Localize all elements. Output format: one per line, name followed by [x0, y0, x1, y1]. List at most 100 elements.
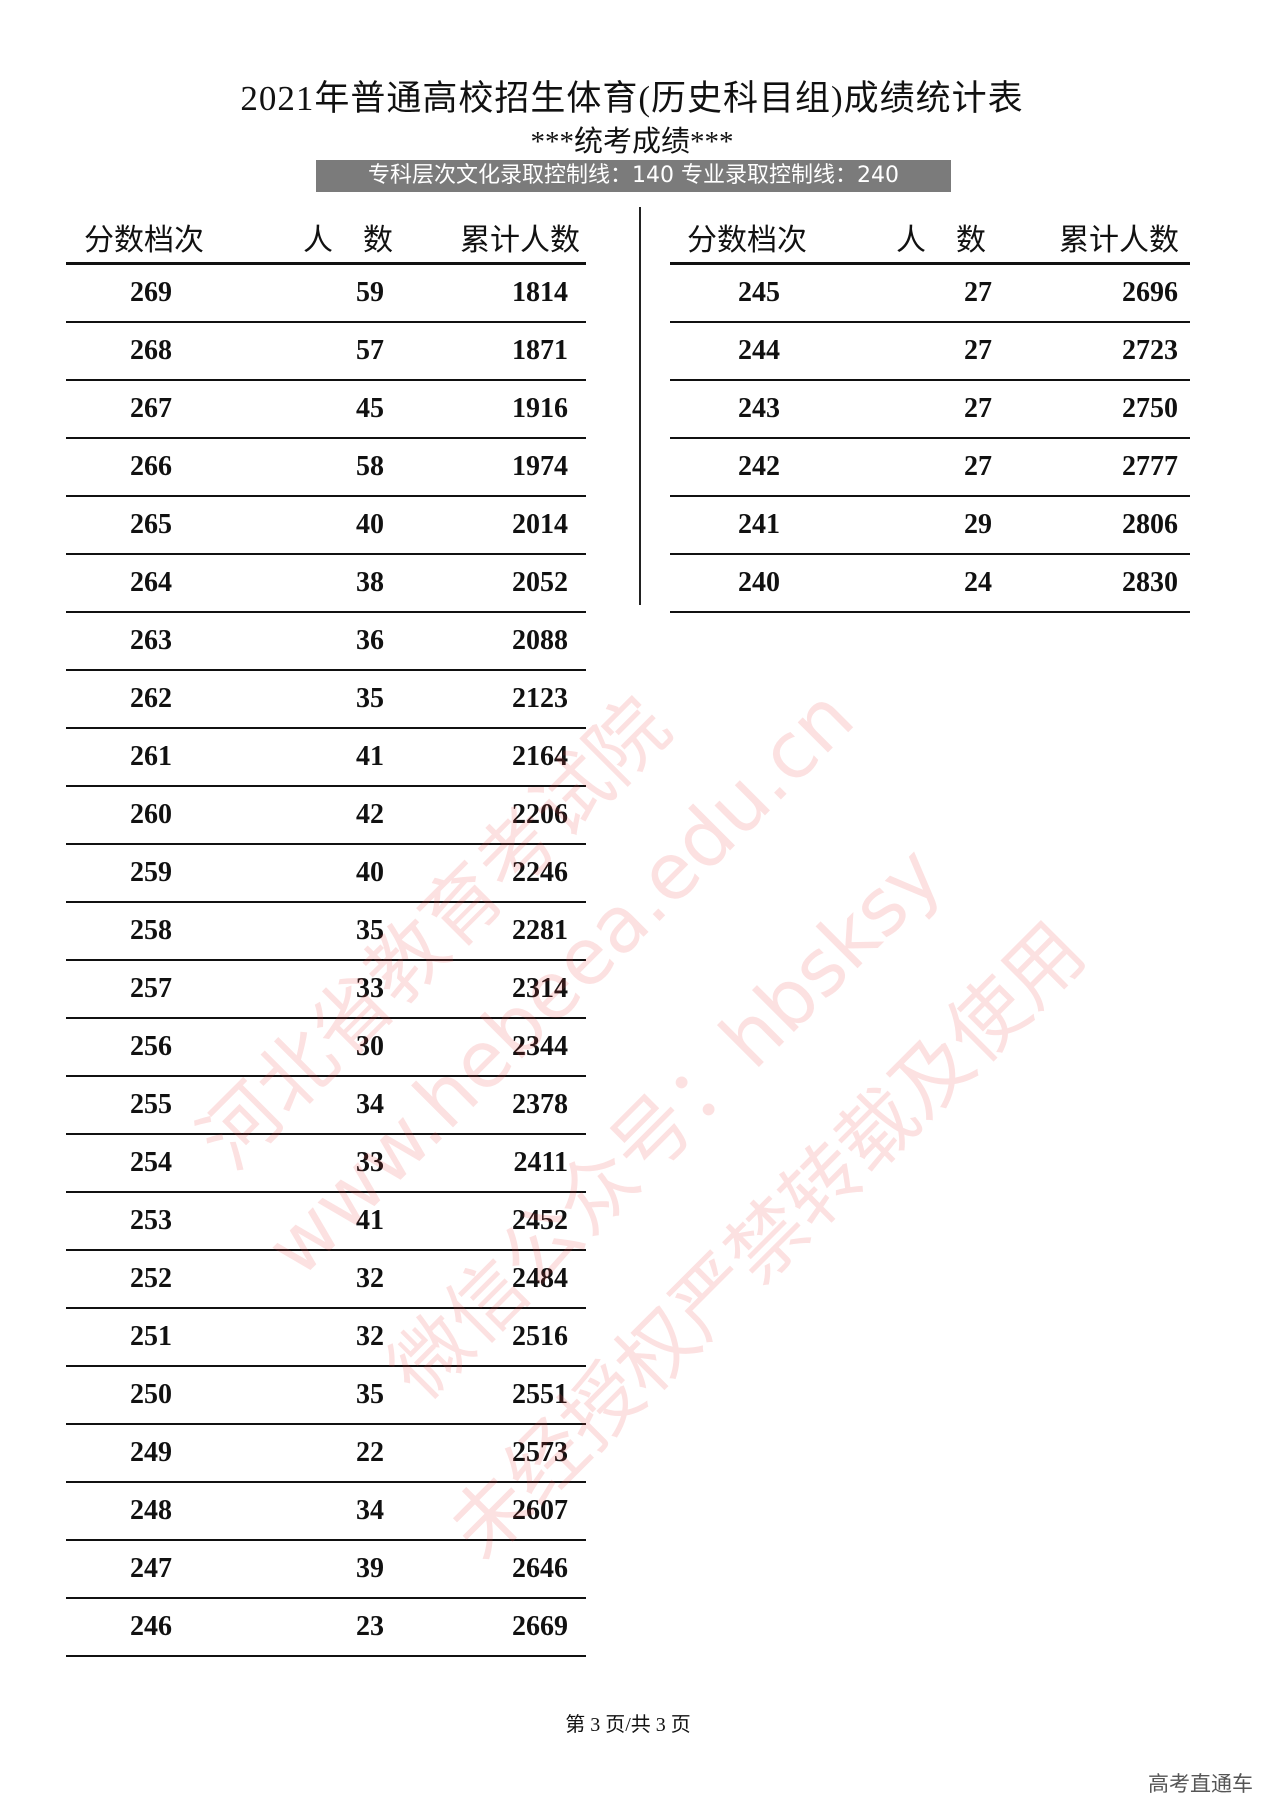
table-row: 262 35 2123	[66, 671, 586, 729]
score-cell: 258	[130, 915, 172, 946]
score-cell: 244	[738, 335, 780, 366]
table-row: 253 41 2452	[66, 1193, 586, 1251]
cumulative-cell: 2452	[512, 1205, 568, 1236]
cumulative-cell: 2696	[1122, 277, 1178, 308]
column-header: 分数档次	[84, 224, 204, 257]
cumulative-cell: 2344	[512, 1031, 568, 1062]
cumulative-cell: 2607	[512, 1495, 568, 1526]
column-divider	[639, 207, 641, 605]
table-row: 247 39 2646	[66, 1541, 586, 1599]
score-cell: 243	[738, 393, 780, 424]
count-cell: 27	[964, 393, 992, 424]
score-cell: 245	[738, 277, 780, 308]
count-cell: 38	[356, 567, 384, 598]
score-cell: 242	[738, 451, 780, 482]
count-cell: 29	[964, 509, 992, 540]
table-row: 244 27 2723	[670, 323, 1190, 381]
score-cell: 253	[130, 1205, 172, 1236]
count-cell: 24	[964, 567, 992, 598]
cumulative-cell: 1916	[512, 393, 568, 424]
control-line-banner: 专科层次文化录取控制线：140 专业录取控制线：240	[316, 160, 951, 192]
cumulative-cell: 2669	[512, 1611, 568, 1642]
count-cell: 58	[356, 451, 384, 482]
count-cell: 59	[356, 277, 384, 308]
count-cell: 39	[356, 1553, 384, 1584]
count-cell: 27	[964, 277, 992, 308]
score-cell: 256	[130, 1031, 172, 1062]
cumulative-cell: 2573	[512, 1437, 568, 1468]
count-cell: 27	[964, 451, 992, 482]
table-header: 分数档次 人 数 累计人数	[66, 205, 586, 265]
cumulative-cell: 2246	[512, 857, 568, 888]
score-cell: 252	[130, 1263, 172, 1294]
table-row: 266 58 1974	[66, 439, 586, 497]
cumulative-cell: 2516	[512, 1321, 568, 1352]
score-cell: 259	[130, 857, 172, 888]
cumulative-cell: 1814	[512, 277, 568, 308]
count-cell: 32	[356, 1263, 384, 1294]
table-row: 257 33 2314	[66, 961, 586, 1019]
cumulative-cell: 1871	[512, 335, 568, 366]
score-cell: 268	[130, 335, 172, 366]
column-header: 累计人数	[460, 224, 580, 257]
count-cell: 35	[356, 683, 384, 714]
cumulative-cell: 1974	[512, 451, 568, 482]
table-header: 分数档次 人 数 累计人数	[670, 205, 1190, 265]
page-number: 第 3 页/共 3 页	[565, 1714, 691, 1736]
table-row: 250 35 2551	[66, 1367, 586, 1425]
column-header: 人 数	[303, 224, 393, 257]
cumulative-cell: 2646	[512, 1553, 568, 1584]
score-cell: 246	[130, 1611, 172, 1642]
count-cell: 33	[356, 973, 384, 1004]
cumulative-cell: 2014	[512, 509, 568, 540]
count-cell: 22	[356, 1437, 384, 1468]
score-cell: 247	[130, 1553, 172, 1584]
count-cell: 30	[356, 1031, 384, 1062]
count-cell: 27	[964, 335, 992, 366]
score-cell: 264	[130, 567, 172, 598]
score-table-right: 分数档次人 数累计人数 245 27 2696 244 27 2723 243 27 2750 24…	[670, 205, 1190, 613]
score-cell: 261	[130, 741, 172, 772]
count-cell: 23	[356, 1611, 384, 1642]
table-row: 254 33 2411	[66, 1135, 586, 1193]
score-cell: 249	[130, 1437, 172, 1468]
table-row: 263 36 2088	[66, 613, 586, 671]
table-row: 264 38 2052	[66, 555, 586, 613]
score-cell: 260	[130, 799, 172, 830]
cumulative-cell: 2281	[512, 915, 568, 946]
table-row: 241 29 2806	[670, 497, 1190, 555]
score-cell: 265	[130, 509, 172, 540]
score-cell: 262	[130, 683, 172, 714]
page-subtitle: ***统考成绩***	[530, 126, 734, 158]
score-cell: 263	[130, 625, 172, 656]
table-row: 242 27 2777	[670, 439, 1190, 497]
table-row: 261 41 2164	[66, 729, 586, 787]
cumulative-cell: 2551	[512, 1379, 568, 1410]
cumulative-cell: 2088	[512, 625, 568, 656]
column-header: 人 数	[896, 224, 986, 257]
cumulative-cell: 2723	[1122, 335, 1178, 366]
score-cell: 250	[130, 1379, 172, 1410]
table-row: 246 23 2669	[66, 1599, 586, 1657]
table-row: 258 35 2281	[66, 903, 586, 961]
table-row: 268 57 1871	[66, 323, 586, 381]
column-header: 分数档次	[687, 224, 807, 257]
score-cell: 255	[130, 1089, 172, 1120]
cumulative-cell: 2830	[1122, 567, 1178, 598]
table-row: 245 27 2696	[670, 265, 1190, 323]
brand-label: 高考直通车	[1148, 1772, 1253, 1796]
table-row: 240 24 2830	[670, 555, 1190, 613]
column-header: 累计人数	[1059, 224, 1179, 257]
count-cell: 40	[356, 857, 384, 888]
count-cell: 33	[356, 1147, 384, 1178]
cumulative-cell: 2164	[512, 741, 568, 772]
count-cell: 35	[356, 1379, 384, 1410]
table-row: 265 40 2014	[66, 497, 586, 555]
table-row: 243 27 2750	[670, 381, 1190, 439]
count-cell: 40	[356, 509, 384, 540]
cumulative-cell: 2378	[512, 1089, 568, 1120]
count-cell: 42	[356, 799, 384, 830]
count-cell: 41	[356, 1205, 384, 1236]
count-cell: 45	[356, 393, 384, 424]
cumulative-cell: 2123	[512, 683, 568, 714]
